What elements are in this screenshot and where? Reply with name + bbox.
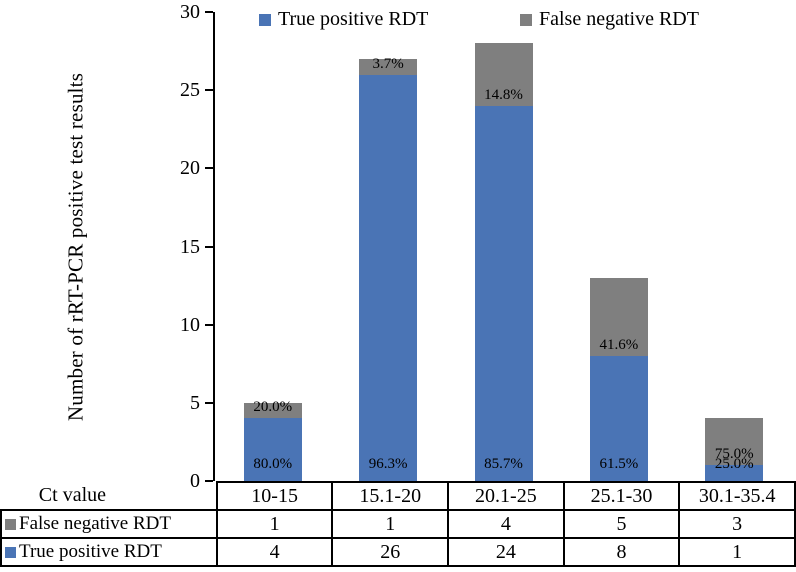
table-category-cell: 15.1-20	[331, 481, 450, 511]
table-value-cell: 1	[678, 537, 796, 567]
legend-entry-false-negative: False negative RDT	[520, 8, 699, 31]
table-row-true-positive: True positive RDT 4 26 24 8 1	[0, 537, 796, 567]
bar-segment-true-positive	[359, 74, 418, 481]
table-value-cell: 4	[447, 509, 565, 539]
bar-label-false-negative-pct: 3.7%	[372, 55, 404, 72]
true-positive-legend-swatch	[259, 13, 271, 26]
y-axis-line	[213, 12, 215, 481]
y-axis-title: Number of rRT-PCR positive test results	[63, 72, 88, 422]
y-tick-mark	[205, 401, 213, 404]
row-label-text: False negative RDT	[19, 513, 171, 534]
bar-segment-true-positive	[705, 465, 764, 481]
x-axis-title: Ct value	[1, 482, 217, 511]
bar-segment-true-positive	[474, 105, 533, 481]
bar-label-true-positive-pct: 96.3%	[368, 456, 408, 472]
bar-label-false-negative-pct: 75.0%	[714, 446, 754, 463]
y-tick-mark	[205, 11, 213, 13]
bar-segment-false-negative	[474, 43, 533, 106]
table-value-cell: 3	[678, 509, 796, 539]
table-value-cell: 1	[215, 509, 334, 539]
false-negative-key-icon	[5, 518, 16, 530]
data-table: Ct value 10-15 15.1-20 20.1-25 25.1-30 30.1-…	[0, 481, 796, 567]
bar-segment-false-negative	[243, 402, 302, 419]
true-positive-key-icon	[5, 546, 16, 558]
y-tick-mark	[205, 245, 213, 248]
table-row-categories: Ct value 10-15 15.1-20 20.1-25 25.1-30 30.1-…	[1, 481, 796, 511]
legend-label-false-negative: False negative RDT	[539, 8, 699, 30]
bar-label-true-positive-pct: 61.5%	[599, 456, 639, 472]
bar-label-true-positive-pct: 80.0%	[253, 456, 293, 472]
legend-label-true-positive: True positive RDT	[278, 8, 429, 30]
bar-segment-true-positive	[589, 355, 648, 481]
bar-label-true-positive-pct: 25.0%	[714, 456, 754, 472]
bar-segment-false-negative	[359, 58, 418, 75]
y-tick-mark	[205, 89, 213, 92]
table-category-cell: 10-15	[215, 481, 334, 511]
y-tick-mark	[205, 480, 213, 482]
table-value-cell: 4	[215, 537, 334, 567]
y-tick-mark	[205, 323, 213, 326]
table-value-cell: 5	[562, 509, 681, 539]
bar-label-false-negative-pct: 41.6%	[599, 336, 639, 353]
bar-label-false-negative-pct: 14.8%	[484, 86, 523, 103]
y-tick-label: 0	[190, 470, 200, 492]
table-value-cell: 8	[562, 537, 681, 567]
false-negative-legend-swatch	[520, 13, 532, 26]
y-tick-label: 5	[190, 391, 200, 414]
table-category-cell: 25.1-30	[562, 481, 681, 511]
plot-area: 80.0% 20.0% 96.3% 3.7% 85.7% 14.8% 61.5% 41.6% 2…	[215, 12, 792, 481]
row-label-true-positive: True positive RDT	[0, 537, 218, 567]
bar-segment-true-positive	[243, 418, 302, 481]
row-label-false-negative: False negative RDT	[0, 509, 218, 539]
y-tick-label: 30	[180, 1, 200, 23]
y-tick-label: 20	[180, 157, 200, 180]
y-tick-mark	[205, 167, 213, 170]
bar-label-false-negative-pct: 20.0%	[253, 399, 293, 416]
bar-segment-false-negative	[589, 277, 648, 356]
y-tick-label: 10	[180, 313, 200, 336]
bar-label-true-positive-pct: 85.7%	[484, 456, 523, 472]
row-label-text: True positive RDT	[19, 541, 162, 562]
table-category-cell: 20.1-25	[447, 481, 565, 511]
table-category-cell: 30.1-35.4	[678, 481, 796, 511]
y-tick-label: 15	[180, 235, 200, 258]
table-value-cell: 1	[331, 509, 450, 539]
table-value-cell: 26	[331, 537, 450, 567]
y-tick-label: 25	[180, 79, 200, 102]
legend-entry-true-positive: True positive RDT	[259, 8, 428, 31]
table-value-cell: 24	[447, 537, 565, 567]
bar-segment-false-negative	[705, 418, 764, 466]
